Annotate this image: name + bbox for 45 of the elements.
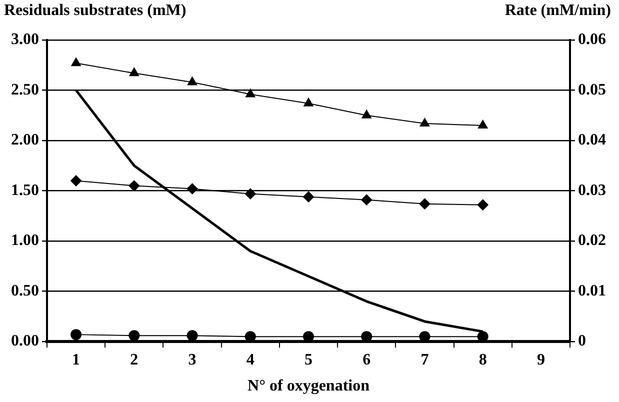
point <box>303 191 314 202</box>
y-tick-label: 1.00 <box>11 232 39 250</box>
point <box>186 330 198 342</box>
y2-tick-label: 0.02 <box>578 232 606 250</box>
point <box>477 199 488 210</box>
x-tick-label: 2 <box>130 351 138 368</box>
point <box>186 183 198 194</box>
y-tick-label: 2.00 <box>11 132 39 149</box>
point <box>129 68 139 76</box>
x-tick-label: 3 <box>188 351 196 368</box>
x-tick-label: 9 <box>536 351 545 368</box>
y2-axis-title: Rate (mM/min) <box>504 2 611 20</box>
point <box>244 188 256 200</box>
y2-tick-label: 0.05 <box>578 81 606 98</box>
x-axis-title: N° of oxygenation <box>248 378 370 395</box>
x-tick-label: 7 <box>420 351 429 368</box>
y-tick-label: 1.50 <box>11 182 39 199</box>
point <box>419 198 430 210</box>
point <box>478 120 488 128</box>
y-axis-title: Residuals substrates (mM) <box>4 2 186 20</box>
point <box>128 330 140 342</box>
x-tick-label: 5 <box>304 351 312 368</box>
x-tick-label: 4 <box>246 351 254 368</box>
point <box>246 88 256 98</box>
point <box>70 329 82 340</box>
y-tick-label: 0.50 <box>11 282 39 300</box>
x-tick-label: 8 <box>478 351 487 368</box>
point <box>362 110 372 118</box>
y2-tick-label: 0.01 <box>578 282 606 300</box>
y-tick-label: 2.50 <box>11 81 39 98</box>
y-tick-label: 0.00 <box>11 332 39 350</box>
y-tick-label: 3.00 <box>11 31 39 48</box>
y2-tick-label: 0.03 <box>578 182 606 199</box>
y2-tick-label: 0.04 <box>578 132 606 149</box>
point <box>304 98 314 106</box>
point <box>361 194 372 206</box>
x-tick-label: 6 <box>362 351 371 368</box>
y2-tick-label: 0 <box>578 332 586 350</box>
point <box>71 58 81 66</box>
x-tick-label: 1 <box>72 351 80 368</box>
point <box>128 180 140 192</box>
y2-tick-label: 0.06 <box>578 31 606 48</box>
point <box>70 175 82 186</box>
point <box>187 76 198 86</box>
point <box>420 118 430 126</box>
